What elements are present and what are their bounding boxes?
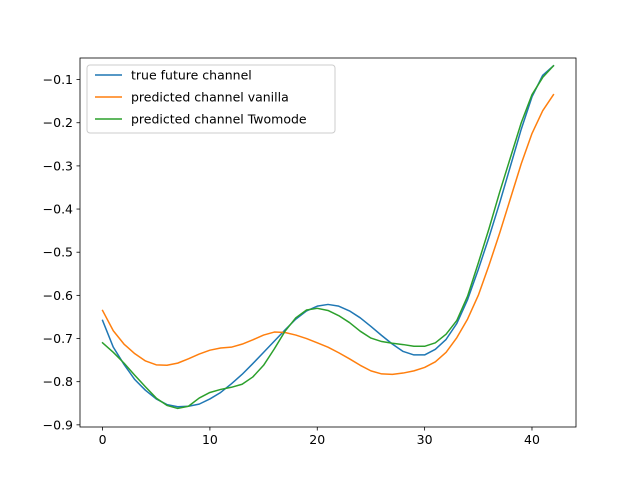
x-tick-label: 10 (202, 432, 218, 447)
y-tick-label: −0.3 (43, 158, 73, 173)
legend: true future channel predicted channel van… (86, 64, 336, 134)
plot-lines (101, 64, 555, 410)
y-tick-label: −0.7 (43, 331, 73, 346)
y-tick-label: −0.2 (43, 115, 73, 130)
y-tick-label: −0.6 (43, 288, 73, 303)
x-tick-label: 30 (417, 432, 433, 447)
x-tick-label: 40 (524, 432, 540, 447)
axes-frame (79, 57, 577, 428)
x-tick-label: 0 (99, 432, 107, 447)
legend-box (86, 64, 336, 134)
x-axis-ticks: 0 10 20 30 40 (99, 427, 540, 447)
series-line-1 (101, 64, 555, 408)
y-tick-label: −0.4 (43, 202, 73, 217)
series-line-2 (101, 93, 555, 376)
x-tick-label: 20 (309, 432, 325, 447)
y-tick-label: −0.5 (43, 245, 73, 260)
y-tick-label: −0.8 (43, 374, 73, 389)
legend-label: predicted channel Twomode (131, 112, 307, 127)
series-line-3 (101, 64, 555, 410)
legend-label: predicted channel vanilla (131, 90, 289, 105)
y-tick-label: −0.1 (43, 72, 73, 87)
y-axis-ticks: −0.9 −0.8 −0.7 −0.6 −0.5 −0.4 −0.3 −0.2 −0.1 (43, 72, 80, 432)
y-tick-label: −0.9 (43, 417, 73, 432)
legend-label: true future channel (131, 68, 252, 83)
